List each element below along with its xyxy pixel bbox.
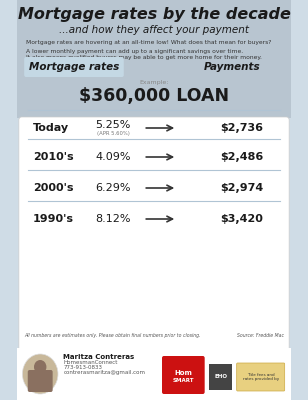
FancyBboxPatch shape — [28, 370, 53, 392]
Text: Payments: Payments — [204, 62, 261, 72]
Text: SMART: SMART — [172, 378, 194, 382]
FancyBboxPatch shape — [19, 117, 289, 351]
Text: 6.29%: 6.29% — [95, 183, 131, 193]
Text: Source: Freddie Mac: Source: Freddie Mac — [237, 333, 284, 338]
FancyBboxPatch shape — [237, 363, 285, 391]
Text: All numbers are estimates only. Please obtain final numbers prior to closing.: All numbers are estimates only. Please o… — [24, 333, 201, 338]
Text: Hom: Hom — [174, 370, 192, 376]
Text: ...and how they affect your payment: ...and how they affect your payment — [59, 25, 249, 35]
FancyBboxPatch shape — [24, 57, 124, 77]
FancyBboxPatch shape — [162, 356, 205, 394]
Circle shape — [22, 354, 58, 394]
Circle shape — [34, 360, 47, 374]
Text: 2000's: 2000's — [33, 183, 74, 193]
Text: 2010's: 2010's — [33, 152, 74, 162]
Text: Maritza Contreras: Maritza Contreras — [63, 354, 135, 360]
Text: $2,974: $2,974 — [221, 183, 264, 193]
Text: 1990's: 1990's — [33, 214, 74, 224]
Text: HomesmanConnect: HomesmanConnect — [63, 360, 118, 365]
Text: Today: Today — [33, 123, 69, 133]
Text: 8.12%: 8.12% — [95, 214, 131, 224]
Text: $3,420: $3,420 — [221, 214, 263, 224]
Text: A lower monthly payment can add up to a significant savings over time.: A lower monthly payment can add up to a … — [26, 49, 243, 54]
Text: $2,486: $2,486 — [221, 152, 264, 162]
Text: Mortgage rates by the decade: Mortgage rates by the decade — [18, 7, 290, 22]
Text: Mortgage rates: Mortgage rates — [29, 62, 119, 72]
Text: $360,000 LOAN: $360,000 LOAN — [79, 87, 229, 105]
Text: It also means qualified buyers may be able to get more home for their money.: It also means qualified buyers may be ab… — [26, 55, 262, 60]
Text: EHO: EHO — [214, 374, 227, 380]
FancyBboxPatch shape — [209, 364, 232, 390]
FancyBboxPatch shape — [17, 348, 291, 400]
Text: (APR 5.60%): (APR 5.60%) — [97, 132, 130, 136]
Text: 5.25%: 5.25% — [95, 120, 131, 130]
Text: Title fees and
rates provided by: Title fees and rates provided by — [243, 373, 279, 381]
Text: Example:: Example: — [139, 80, 169, 85]
Text: 4.09%: 4.09% — [95, 152, 131, 162]
Text: Mortgage rates are hovering at an all-time low! What does that mean for buyers?: Mortgage rates are hovering at an all-ti… — [26, 40, 271, 45]
Text: $2,736: $2,736 — [221, 123, 264, 133]
Text: contrerasmaritza@gmail.com: contrerasmaritza@gmail.com — [63, 370, 145, 375]
FancyBboxPatch shape — [17, 0, 291, 118]
Text: 773-913-0833: 773-913-0833 — [63, 365, 102, 370]
